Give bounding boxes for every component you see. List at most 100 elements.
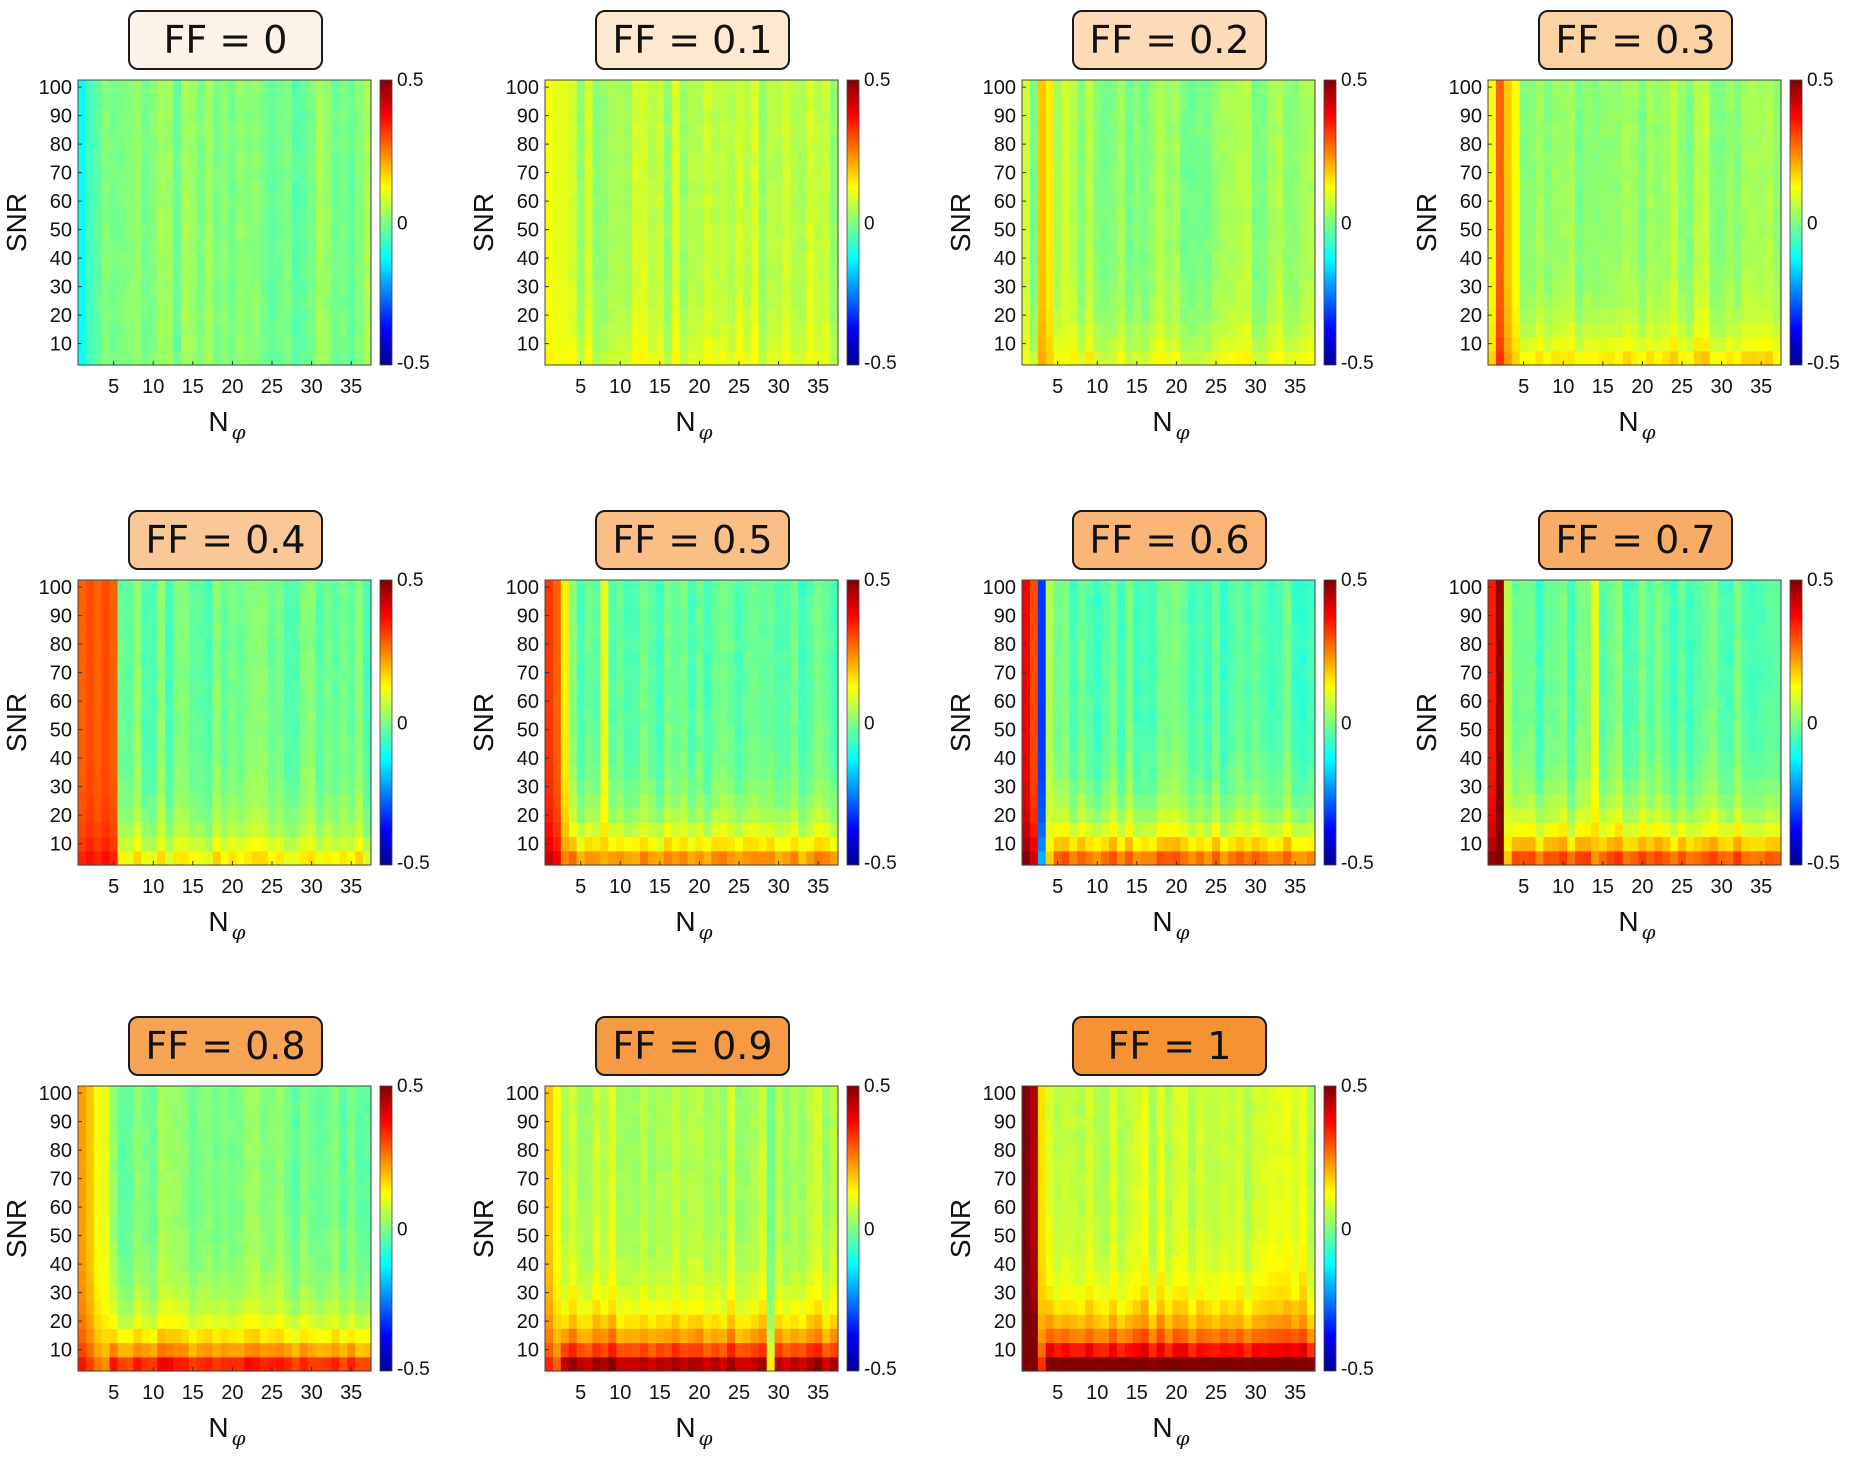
heatmap-cell [1519, 194, 1529, 209]
heatmap-cell [307, 94, 317, 110]
heatmap-cell [1077, 679, 1086, 695]
heatmap-cell [363, 608, 372, 624]
heatmap-cell [1093, 793, 1102, 809]
colorbar-max-label: 0.5 [397, 570, 423, 591]
heatmap-cell [204, 594, 214, 610]
heatmap-cell [1045, 336, 1055, 352]
heatmap-cell [173, 736, 182, 752]
heatmap-cell [1132, 694, 1142, 709]
heatmap-cell [616, 108, 625, 124]
heatmap-cell [1307, 122, 1316, 138]
heatmap-cell [1219, 222, 1229, 238]
heatmap-cell [1077, 151, 1086, 167]
heatmap-cell [1148, 236, 1158, 252]
heatmap-cell [291, 779, 301, 795]
heatmap-cell [1069, 637, 1079, 652]
heatmap-cell [1654, 251, 1663, 266]
heatmap-cell [1188, 80, 1197, 95]
heatmap-cell [307, 822, 317, 838]
heatmap-cell [1670, 194, 1679, 209]
heatmap-cell [1124, 779, 1134, 795]
heatmap-cell [196, 722, 206, 738]
heatmap-cell [624, 165, 633, 181]
heatmap-cell [608, 594, 617, 610]
heatmap-cell [78, 236, 87, 252]
heatmap-cell [1164, 251, 1174, 266]
heatmap-cell [806, 708, 815, 724]
heatmap-cell [204, 336, 214, 352]
heatmap-cell [1701, 236, 1711, 252]
heatmap-cell [1029, 122, 1039, 138]
heatmap-cell [1235, 94, 1245, 110]
heatmap-cell [1061, 722, 1071, 738]
heatmap-cell [703, 850, 712, 866]
heatmap-cell [822, 808, 831, 823]
heatmap-cell [750, 694, 760, 709]
heatmap-cell [339, 236, 348, 252]
heatmap-cell [798, 322, 807, 338]
heatmap-cell [228, 822, 237, 838]
heatmap-cell [640, 708, 649, 724]
heatmap-cell [1630, 194, 1640, 209]
heatmap-cell [275, 836, 285, 852]
heatmap-cell [275, 293, 285, 309]
heatmap-cell [173, 694, 182, 709]
heatmap-cell [560, 350, 570, 366]
heatmap-cell [117, 793, 127, 809]
heatmap-cell [1765, 108, 1774, 124]
heatmap-cell [1646, 222, 1655, 238]
heatmap-cell [1567, 308, 1576, 323]
heatmap-cell [93, 665, 103, 681]
heatmap-cell [687, 236, 697, 252]
heatmap-cell [600, 308, 609, 323]
heatmap-cell [624, 80, 633, 95]
heatmap-cell [624, 793, 633, 809]
heatmap-cell [1196, 279, 1205, 295]
heatmap-cell [560, 594, 570, 610]
heatmap-cell [1598, 208, 1608, 224]
heatmap-cell [204, 179, 214, 195]
heatmap-cell [703, 236, 712, 252]
heatmap-cell [204, 622, 214, 638]
heatmap-cell [608, 679, 617, 695]
heatmap-cell [1204, 322, 1213, 338]
heatmap-cell [695, 208, 704, 224]
heatmap-cell [1109, 708, 1118, 724]
heatmap-cell [355, 336, 364, 352]
heatmap-cell [1069, 322, 1079, 338]
heatmap-cell [228, 736, 237, 752]
heatmap-cell [315, 822, 325, 838]
heatmap-cell [339, 850, 348, 866]
plot-frame [1021, 79, 1316, 366]
heatmap-cell [1061, 808, 1071, 823]
y-tick-label: 80 [517, 634, 539, 656]
heatmap-cell [750, 665, 760, 681]
heatmap-cell [592, 637, 602, 652]
heatmap-cell [1148, 137, 1158, 152]
heatmap-cell [228, 265, 237, 281]
heatmap-cell [552, 779, 562, 795]
heatmap-cell [141, 836, 150, 852]
heatmap-cell [576, 265, 586, 281]
heatmap-cell [1598, 251, 1608, 266]
heatmap-cell [1662, 293, 1671, 309]
heatmap-cell [1109, 322, 1118, 338]
heatmap-cell [78, 608, 87, 624]
heatmap-cell [283, 651, 293, 667]
heatmap-cell [1622, 165, 1632, 181]
heatmap-cell [1670, 108, 1679, 124]
heatmap-cell [109, 665, 119, 681]
heatmap-cell [711, 194, 720, 209]
heatmap-cell [1085, 580, 1094, 595]
heatmap-cell [283, 108, 293, 124]
y-tick-label: 100 [39, 577, 72, 599]
heatmap-cell [339, 608, 348, 624]
heatmap-cell [1132, 608, 1142, 624]
heatmap-cell [1109, 293, 1118, 309]
heatmap-cell [560, 308, 570, 323]
heatmap-cell [624, 222, 633, 238]
heatmap-cell [196, 94, 206, 110]
heatmap-cell [355, 594, 364, 610]
heatmap-cell [212, 194, 222, 209]
heatmap-cell [1172, 293, 1181, 309]
